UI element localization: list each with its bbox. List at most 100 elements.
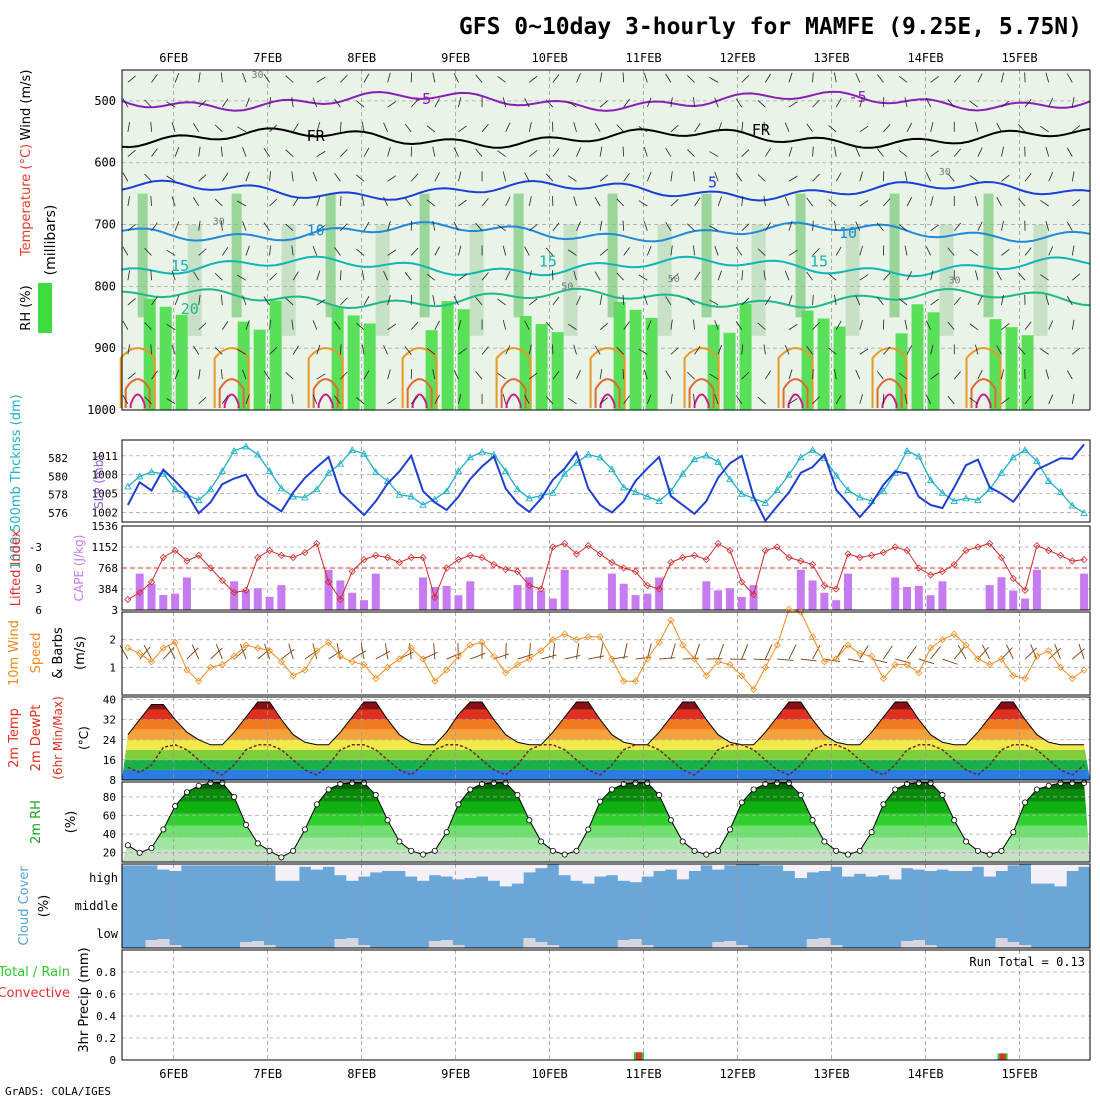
- wind-barb: [363, 370, 370, 380]
- rh-plume-bright: [1005, 327, 1018, 410]
- wind-barb-10m: [957, 644, 967, 660]
- wind-barb: [193, 197, 200, 207]
- wind-barb: [545, 173, 554, 182]
- cloud-high-gap: [594, 864, 607, 877]
- wind-barb: [975, 344, 979, 355]
- wind-barb: [432, 72, 436, 83]
- wind-barb-10m: [433, 643, 436, 660]
- thickness-point: [277, 484, 286, 492]
- cape-bar: [265, 596, 274, 610]
- wind-barb: [1072, 199, 1081, 207]
- cloud-low-gap: [145, 940, 158, 948]
- thickness-point: [619, 483, 628, 491]
- wind-barb-10m: [1001, 647, 1013, 660]
- wind-barb: [524, 98, 530, 108]
- cloud-high-gap: [1066, 864, 1079, 871]
- wind-barb: [387, 369, 391, 380]
- wind-speed-point: [348, 658, 356, 666]
- wind-barb: [670, 347, 679, 355]
- li-axis-label: Lifted Index: [9, 529, 24, 606]
- wind-barb: [383, 122, 388, 132]
- upper-air-mb-label: (millibars): [43, 205, 59, 276]
- upper-air-wind-label-wrap: Wind (m/s): [19, 70, 34, 141]
- wind-barb: [387, 249, 397, 256]
- wind-barb: [953, 222, 961, 231]
- thickness-point: [501, 467, 510, 474]
- wind-barb-10m: [859, 645, 869, 660]
- cape-bar: [466, 581, 475, 610]
- wind-barb: [835, 98, 842, 108]
- thickness-point: [336, 459, 345, 467]
- cloud-low-gap: [346, 938, 359, 948]
- wind-speed-point: [679, 641, 687, 649]
- cape-bar: [643, 593, 652, 610]
- wind-barb-10m: [167, 644, 176, 660]
- wind-speed-point: [242, 641, 250, 649]
- thickness-point: [218, 467, 227, 474]
- wind-barb: [1001, 248, 1010, 256]
- wind-barb: [166, 398, 176, 405]
- li-axis-label-wrap: Lifted Index: [9, 529, 24, 606]
- wind-barb: [334, 172, 341, 182]
- wind-barb: [812, 247, 820, 256]
- thickness-point: [608, 465, 616, 473]
- cape-bar: [655, 577, 664, 610]
- wind-barb: [859, 319, 863, 330]
- wind-barb: [237, 349, 247, 355]
- rh-point: [573, 847, 580, 854]
- rh-tick: 40: [103, 828, 116, 841]
- wind-barb: [969, 249, 979, 256]
- cloud-low-gap: [440, 940, 453, 948]
- rh-point: [1057, 779, 1064, 786]
- wind-frame: [121, 611, 1091, 696]
- wind-barb: [765, 222, 772, 231]
- cloud-axis-label-wrap: Cloud Cover: [17, 866, 32, 946]
- wind-barb: [387, 72, 391, 83]
- wind-barb: [151, 370, 158, 380]
- wind-barb: [1048, 320, 1054, 330]
- wind-barb-10m: [119, 644, 129, 660]
- thickness-point: [253, 450, 262, 458]
- rh-point: [833, 847, 840, 854]
- thickness-point: [560, 469, 569, 477]
- wind-barb: [904, 393, 908, 404]
- rh-point: [561, 851, 568, 858]
- cape-bar: [1021, 598, 1030, 610]
- cape-tick: 1152: [92, 541, 119, 554]
- wind-speed-point: [915, 669, 923, 677]
- wind-barb: [404, 123, 412, 133]
- wind-axis-label-2: Speed: [29, 633, 44, 674]
- li-point: [797, 557, 805, 565]
- wind-barb: [638, 274, 648, 281]
- wind-barb: [387, 175, 397, 182]
- rh-point: [845, 851, 852, 858]
- rh-point: [738, 799, 745, 806]
- thickness-point: [1021, 446, 1029, 453]
- day-label-bottom: 6FEB: [159, 1067, 188, 1081]
- wind-barb: [735, 98, 743, 108]
- wind-barb: [198, 294, 201, 305]
- wind-barb: [220, 146, 223, 157]
- rh-plume-bright: [519, 316, 532, 410]
- wind-barb: [883, 346, 891, 355]
- cloud-high-gap: [1078, 864, 1091, 867]
- li-point: [832, 585, 840, 593]
- cloud-high-gap: [948, 864, 961, 871]
- precip-tick: 0.2: [96, 1032, 116, 1045]
- cloud-high-gap: [169, 864, 182, 871]
- wind-speed-point: [561, 630, 569, 638]
- rh-axis-label: 2m RH: [29, 800, 44, 844]
- cloud-low-gap: [428, 941, 442, 948]
- cloud-high-gap: [310, 864, 323, 870]
- wind-speed-point: [254, 644, 262, 652]
- wind-barb-10m: [281, 649, 295, 660]
- temp-axis-label-4: (°C): [77, 726, 91, 750]
- rh-tick: 60: [103, 809, 116, 822]
- cloud-high-gap: [924, 864, 937, 871]
- wind-barb: [458, 171, 462, 182]
- rh-plume-mid: [795, 193, 806, 318]
- wind-barb-10m: [336, 643, 341, 660]
- li-point: [584, 542, 592, 550]
- rh-plume-mid: [889, 193, 900, 318]
- wind-barb-10m: [288, 643, 294, 660]
